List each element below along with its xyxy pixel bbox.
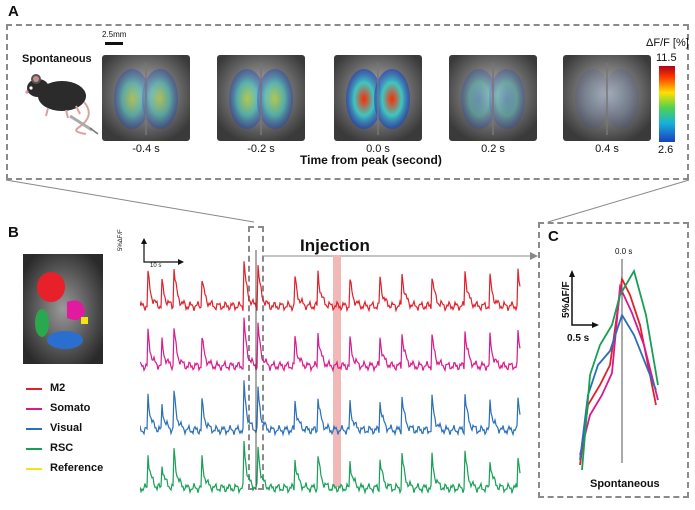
legend-label: M2 — [50, 382, 66, 394]
frame-time-label: 0.4 s — [595, 143, 619, 155]
frame-time-label: 0.2 s — [481, 143, 505, 155]
zoom-trace-somato — [579, 283, 659, 456]
mouse-illustration — [25, 74, 99, 135]
colorbar-min: 2.6 — [658, 144, 674, 156]
colorbar — [659, 66, 675, 142]
injection-marker — [333, 255, 341, 487]
zoom-scale-arrow — [569, 270, 575, 277]
frame-time-label: -0.2 s — [247, 143, 275, 155]
zoom-plot — [569, 259, 659, 471]
legend-label: RSC — [50, 442, 74, 454]
brain-frame — [334, 55, 422, 141]
scale-bar-label: 2.5mm — [102, 30, 127, 39]
zoom-scale-axes — [571, 273, 596, 326]
legend-label: Visual — [50, 422, 83, 434]
panel-a-frame — [6, 24, 689, 180]
panel-a-letter: A — [8, 3, 19, 20]
zoom-trace-visual — [579, 312, 657, 461]
trace-scale-y: 5%ΔF/F — [118, 229, 124, 251]
legend-label: Somato — [50, 402, 91, 414]
brain-frame — [449, 55, 537, 141]
panel-b-letter: B — [8, 224, 19, 241]
frame-time-label: -0.4 s — [132, 143, 160, 155]
panel-c-scale-x: 0.5 s — [567, 333, 590, 344]
panel-a-condition: Spontaneous — [22, 53, 92, 65]
cortex-roi-map — [23, 254, 103, 364]
frame-time-label: 0.0 s — [366, 143, 390, 155]
legend-swatch — [26, 428, 42, 430]
scale-bar-line — [105, 42, 123, 45]
trace-visual — [140, 380, 521, 437]
legend-label: Reference — [50, 462, 104, 474]
trace-scale — [141, 238, 184, 265]
panel-c-xlabel: Spontaneous — [590, 478, 660, 490]
zoom-trace-rsc — [581, 268, 659, 471]
brain-frame — [563, 55, 651, 141]
injection-label: Injection — [300, 236, 370, 255]
legend-swatch — [26, 388, 42, 390]
colorbar-title: ΔF/F [%] — [646, 37, 689, 49]
panel-c-time-marker: 0.0 s — [615, 247, 633, 256]
zoom-scale-arrow — [592, 322, 599, 328]
panel-a-xlabel: Time from peak (second) — [300, 153, 442, 167]
trace-scale-x: 10 s — [150, 263, 162, 269]
trace-m2 — [140, 261, 521, 313]
trace-rsc — [140, 440, 521, 495]
brain-frame — [102, 55, 190, 141]
panel-c-frame — [538, 222, 689, 498]
traces-plot — [140, 250, 521, 495]
legend-swatch — [26, 408, 42, 410]
trace-somato — [140, 317, 521, 373]
colorbar-max: 11.5 — [656, 52, 677, 64]
legend-swatch — [26, 468, 42, 470]
brain-frame — [217, 55, 305, 141]
legend-swatch — [26, 448, 42, 450]
panel-c-letter: C — [548, 228, 559, 245]
